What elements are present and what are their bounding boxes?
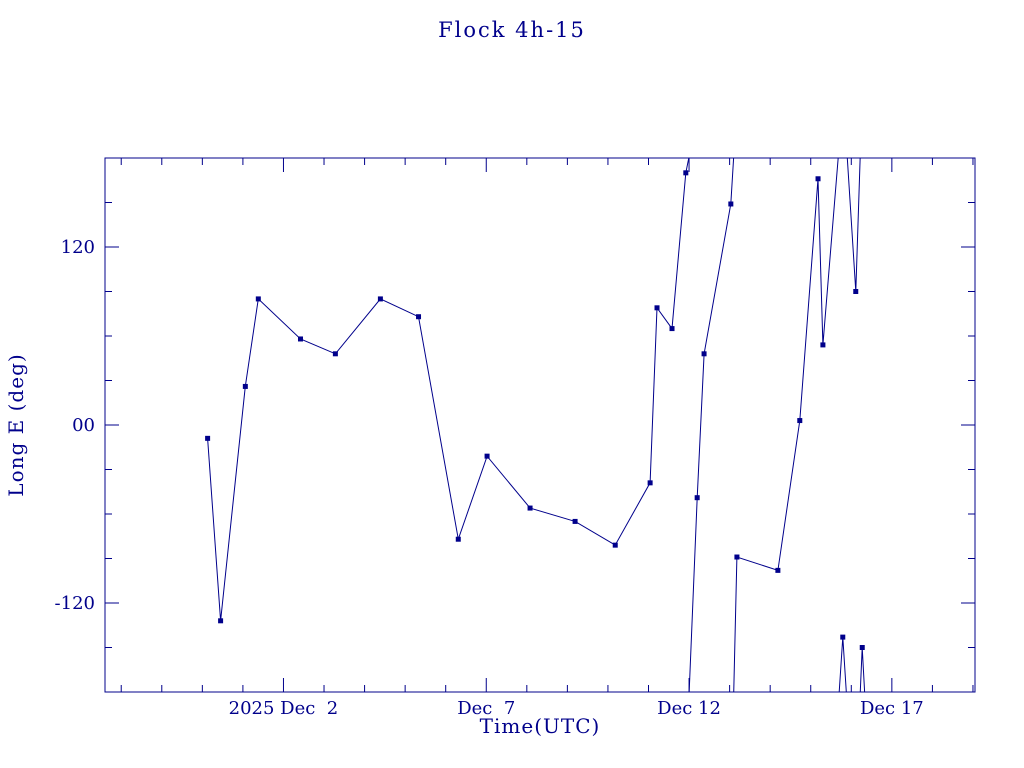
data-marker bbox=[612, 542, 618, 548]
data-marker bbox=[218, 618, 224, 624]
data-marker bbox=[701, 351, 707, 357]
data-marker bbox=[815, 176, 821, 182]
data-marker bbox=[820, 342, 826, 348]
data-marker bbox=[297, 336, 303, 342]
data-marker bbox=[332, 351, 338, 357]
data-marker bbox=[694, 495, 700, 501]
data-marker bbox=[377, 296, 383, 302]
x-tick-label: 2025 Dec 2 bbox=[229, 698, 339, 719]
data-marker bbox=[859, 645, 865, 650]
data-marker bbox=[205, 435, 211, 441]
data-marker bbox=[728, 201, 734, 207]
data-series bbox=[205, 158, 866, 692]
data-marker bbox=[255, 296, 261, 302]
y-tick-label: -120 bbox=[55, 593, 95, 614]
data-marker bbox=[416, 314, 422, 320]
x-axis-label: Time(UTC) bbox=[479, 714, 601, 738]
track-top-dip bbox=[846, 158, 861, 292]
data-marker bbox=[647, 480, 653, 486]
data-marker bbox=[455, 536, 461, 542]
x-tick-label: Dec 12 bbox=[657, 698, 721, 719]
data-marker bbox=[853, 289, 859, 294]
tick-labels: 2025 Dec 2 Dec 7 Dec 12 Dec 17 120 00 -120 bbox=[55, 237, 924, 719]
data-marker bbox=[669, 326, 675, 332]
track-bottom-spike-1 bbox=[838, 637, 847, 692]
data-marker bbox=[484, 453, 490, 459]
y-tick-label: 120 bbox=[61, 237, 95, 258]
data-marker bbox=[683, 170, 689, 176]
x-tick-label: Dec 7 bbox=[457, 698, 515, 719]
track-main bbox=[207, 158, 690, 621]
data-marker bbox=[654, 305, 660, 311]
chart-title: Flock 4h-15 bbox=[438, 18, 586, 42]
y-tick-label: 00 bbox=[72, 415, 95, 436]
data-marker bbox=[734, 554, 740, 560]
track-bottom-spike-2 bbox=[859, 647, 866, 692]
x-tick-label: Dec 17 bbox=[860, 698, 924, 719]
data-marker bbox=[840, 634, 846, 640]
track-wrap-1 bbox=[688, 158, 735, 692]
data-marker bbox=[797, 418, 803, 424]
data-marker bbox=[527, 505, 533, 511]
axis-ticks bbox=[105, 158, 975, 692]
data-marker bbox=[242, 383, 248, 389]
track-wrap-2 bbox=[733, 158, 839, 692]
data-marker bbox=[775, 567, 781, 573]
data-marker bbox=[572, 518, 578, 524]
plot-frame bbox=[104, 157, 976, 693]
